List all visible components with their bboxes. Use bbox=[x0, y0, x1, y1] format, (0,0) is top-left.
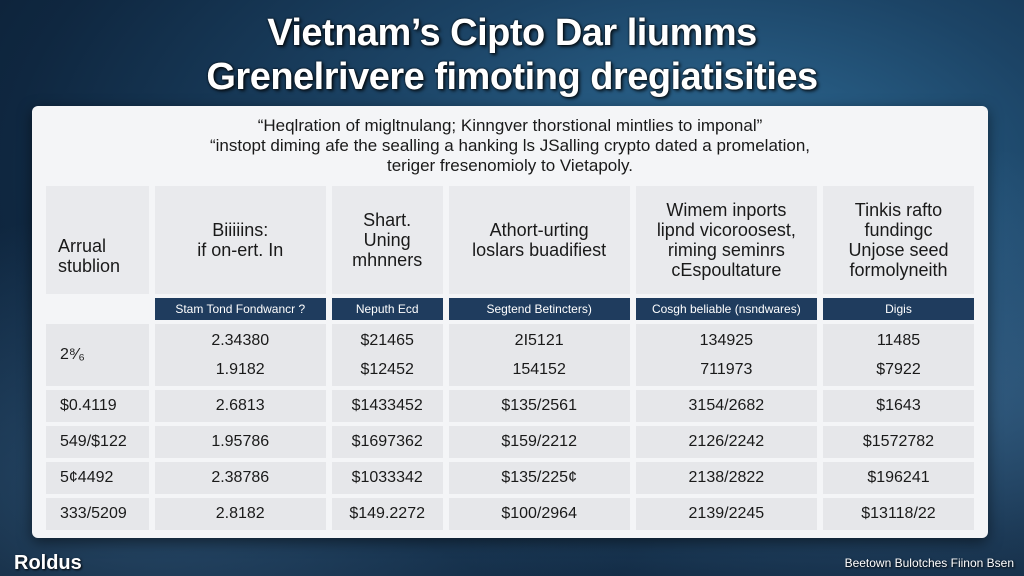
column-subheader: Stam Tond Fondwancr ? bbox=[154, 298, 326, 320]
cell-value: $12452 bbox=[360, 361, 414, 378]
content-panel: “Heqlration of migltnulang; Kinngver tho… bbox=[32, 106, 988, 538]
column-header: Tinkis rafto fundingc Unjose seed formol… bbox=[822, 186, 974, 294]
cell-value: 1.9182 bbox=[215, 361, 265, 378]
table-subheader-row: Stam Tond Fondwancr ? Neputh Ecd Segtend… bbox=[46, 298, 974, 320]
table-cell: 2.8182 bbox=[154, 498, 326, 530]
column-subheader: Digis bbox=[822, 298, 974, 320]
page-title-line1: Vietnam’s Cipto Dar liumms bbox=[267, 12, 757, 54]
table-cell: $1433452 bbox=[331, 390, 443, 422]
table-row: 549/$122 1.95786 $1697362 $159/2212 2126… bbox=[46, 426, 974, 458]
cell-value: $7922 bbox=[876, 361, 921, 378]
table-cell: $1033342 bbox=[331, 462, 443, 494]
cell-value: 2.34380 bbox=[211, 332, 270, 349]
table-cell: 2.34380 1.9182 bbox=[154, 324, 326, 386]
column-subheader: Cosgh beliable (nsndwares) bbox=[635, 298, 817, 320]
table-cell: $1697362 bbox=[331, 426, 443, 458]
column-header: Wimem inports lipnd vicoroosest, riming … bbox=[635, 186, 817, 294]
table-cell: 2126/2242 bbox=[635, 426, 817, 458]
table-cell: $159/2212 bbox=[448, 426, 630, 458]
table-cell: 1.95786 bbox=[154, 426, 326, 458]
cell-value: 134925 bbox=[699, 332, 754, 349]
table-cell: 3154/2682 bbox=[635, 390, 817, 422]
footer-credit: Beetown Bulotches Fiinon Bsen bbox=[844, 556, 1014, 570]
column-subheader bbox=[46, 298, 149, 320]
table-cell: $0.4119 bbox=[46, 390, 149, 422]
table-cell: 2.6813 bbox=[154, 390, 326, 422]
table-cell: 2139/2245 bbox=[635, 498, 817, 530]
column-header: Shart. Uning mhnners bbox=[331, 186, 443, 294]
column-subheader: Segtend Betincters) bbox=[448, 298, 630, 320]
table-cell: $1643 bbox=[822, 390, 974, 422]
table-cell: $21465 $12452 bbox=[331, 324, 443, 386]
table-row: 5¢4492 2.38786 $1033342 $135/225¢ 2138/2… bbox=[46, 462, 974, 494]
subtitle-line3: teriger fresenomioly to Vietapoly. bbox=[387, 156, 633, 175]
table-cell: $135/2561 bbox=[448, 390, 630, 422]
table-row: 333/5209 2.8182 $149.2272 $100/2964 2139… bbox=[46, 498, 974, 530]
page-title-line2: Grenelrivere fimoting dregiatisities bbox=[206, 56, 818, 98]
column-subheader: Neputh Ecd bbox=[331, 298, 443, 320]
column-header: Biiiiins: if on-ert. In bbox=[154, 186, 326, 294]
table-cell: $100/2964 bbox=[448, 498, 630, 530]
table-cell: 2⁸⁄₆ bbox=[46, 324, 149, 386]
table-cell: 2.38786 bbox=[154, 462, 326, 494]
cell-value: $21465 bbox=[360, 332, 414, 349]
table-cell: 2I5121 154152 bbox=[448, 324, 630, 386]
table-cell: 5¢4492 bbox=[46, 462, 149, 494]
subtitle-line1: “Heqlration of migltnulang; Kinngver tho… bbox=[257, 116, 763, 135]
table-cell: 333/5209 bbox=[46, 498, 149, 530]
table-cell: $149.2272 bbox=[331, 498, 443, 530]
data-table: Arrual stublion Biiiiins: if on-ert. In … bbox=[40, 182, 980, 534]
cell-value: 711973 bbox=[700, 361, 753, 378]
table-cell: 134925 711973 bbox=[635, 324, 817, 386]
table-cell: 2138/2822 bbox=[635, 462, 817, 494]
brand-logo-text: Roldus bbox=[14, 552, 82, 574]
table-cell: $135/225¢ bbox=[448, 462, 630, 494]
table-row: $0.4119 2.6813 $1433452 $135/2561 3154/2… bbox=[46, 390, 974, 422]
table-cell: $196241 bbox=[822, 462, 974, 494]
table-cell: 549/$122 bbox=[46, 426, 149, 458]
subtitle-line2: “instopt diming afe the sealling a hanki… bbox=[209, 136, 811, 155]
table-header-row: Arrual stublion Biiiiins: if on-ert. In … bbox=[46, 186, 974, 294]
table-cell: 11485 $7922 bbox=[822, 324, 974, 386]
cell-value: 2I5121 bbox=[514, 332, 564, 349]
cell-value: 154152 bbox=[512, 361, 566, 378]
column-header: Arrual stublion bbox=[46, 186, 149, 294]
table-row: 2⁸⁄₆ 2.34380 1.9182 $21465 $12452 2I5121 15… bbox=[46, 324, 974, 386]
cell-value: 11485 bbox=[876, 332, 921, 349]
table-cell: $1572782 bbox=[822, 426, 974, 458]
column-header: Athort-urting loslars buadifiest bbox=[448, 186, 630, 294]
table-cell: $13118/22 bbox=[822, 498, 974, 530]
